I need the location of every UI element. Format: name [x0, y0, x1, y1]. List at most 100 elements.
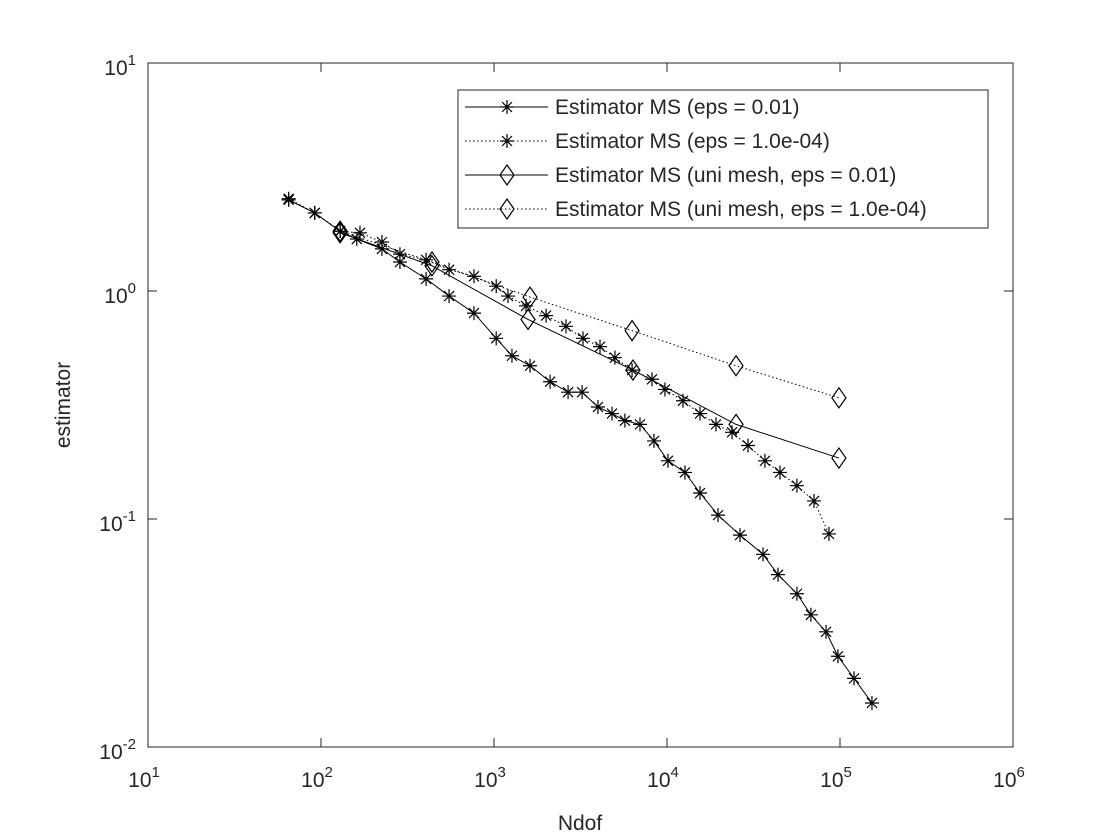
- data-point: [575, 385, 590, 400]
- data-point: [593, 339, 608, 354]
- tick-exponent: 2: [325, 764, 333, 781]
- data-point: [489, 331, 504, 346]
- data-point: [617, 413, 632, 428]
- tick-exponent: -2: [123, 736, 136, 753]
- legend-marker: [499, 197, 515, 221]
- tick-base: 10: [99, 741, 122, 764]
- data-point: [675, 393, 690, 408]
- tick-base: 10: [99, 513, 122, 536]
- data-point: [307, 205, 322, 220]
- data-point: [539, 308, 554, 323]
- data-point: [504, 348, 519, 363]
- data-point: [693, 406, 708, 421]
- data-point: [332, 221, 348, 244]
- tick-exponent: -1: [123, 508, 136, 525]
- legend-label: Estimator MS (uni mesh, eps = 0.01): [555, 164, 896, 187]
- data-point: [733, 528, 748, 543]
- data-point: [281, 191, 296, 206]
- data-point: [520, 308, 536, 331]
- data-point: [590, 399, 605, 414]
- data-point: [660, 453, 675, 468]
- data-point: [575, 331, 590, 346]
- data-point: [519, 298, 534, 313]
- legend-marker: [499, 163, 515, 187]
- y-axis-label: estimator: [52, 362, 75, 448]
- tick-base: 10: [301, 769, 324, 792]
- tick-base: 10: [647, 769, 670, 792]
- data-point: [466, 269, 481, 284]
- tick-base: 10: [820, 769, 843, 792]
- tick-label: 10-2: [99, 736, 136, 764]
- series-line: [339, 232, 840, 459]
- tick-exponent: 3: [498, 764, 506, 781]
- tick-label: 103: [474, 764, 506, 792]
- legend-label: Estimator MS (eps = 0.01): [555, 96, 800, 119]
- data-point: [728, 354, 744, 377]
- data-point: [830, 649, 845, 664]
- data-point: [803, 607, 818, 622]
- data-point: [374, 235, 389, 250]
- data-point: [624, 319, 640, 342]
- tick-exponent: 1: [128, 52, 136, 69]
- data-point: [757, 453, 772, 468]
- tick-label: 105: [820, 764, 852, 792]
- data-point: [442, 289, 457, 304]
- data-point: [442, 262, 457, 277]
- legend-marker: [500, 134, 514, 148]
- data-point: [644, 372, 659, 387]
- data-point: [789, 586, 804, 601]
- data-point: [728, 413, 744, 436]
- tick-base: 10: [104, 285, 127, 308]
- data-point: [693, 486, 708, 501]
- data-point: [424, 254, 440, 277]
- data-point: [789, 478, 804, 493]
- data-point: [831, 386, 847, 409]
- data-point: [847, 671, 862, 686]
- series-line: [339, 230, 840, 399]
- data-point: [756, 547, 771, 562]
- data-point: [332, 220, 348, 243]
- data-point: [543, 374, 558, 389]
- legend-label: Estimator MS (uni mesh, eps = 1.0e-04): [555, 198, 927, 221]
- data-point: [771, 567, 786, 582]
- tick-label: 101: [128, 764, 160, 792]
- tick-label: 106: [993, 764, 1025, 792]
- tick-label: 102: [301, 764, 333, 792]
- tick-base: 10: [104, 57, 127, 80]
- data-point: [821, 526, 836, 541]
- data-point: [558, 319, 573, 334]
- legend-box: [457, 89, 989, 229]
- tick-exponent: 0: [128, 280, 136, 297]
- data-point: [522, 286, 538, 309]
- data-point: [333, 224, 348, 239]
- data-point: [625, 359, 641, 382]
- data-point: [807, 493, 822, 508]
- data-point: [605, 406, 620, 421]
- legend-marker: [500, 100, 514, 114]
- data-point: [772, 465, 787, 480]
- data-point: [523, 358, 538, 373]
- data-point: [424, 250, 440, 274]
- tick-base: 10: [128, 769, 151, 792]
- data-point: [501, 289, 516, 304]
- data-point: [708, 417, 723, 432]
- data-point: [831, 447, 847, 470]
- x-axis-label: Ndof: [558, 812, 603, 835]
- data-point: [419, 271, 434, 286]
- data-point: [711, 508, 726, 523]
- tick-exponent: 5: [844, 764, 852, 781]
- tick-label: 104: [647, 764, 679, 792]
- data-point: [607, 350, 622, 365]
- data-point: [677, 465, 692, 480]
- data-point: [561, 385, 576, 400]
- data-point: [864, 695, 879, 710]
- legend-label: Estimator MS (eps = 1.0e-04): [555, 130, 830, 153]
- tick-exponent: 4: [671, 764, 679, 781]
- data-point: [657, 382, 672, 397]
- tick-label: 100: [104, 280, 136, 308]
- data-point: [489, 279, 504, 294]
- tick-exponent: 1: [152, 764, 160, 781]
- data-point: [819, 624, 834, 639]
- tick-label: 10-1: [99, 508, 136, 536]
